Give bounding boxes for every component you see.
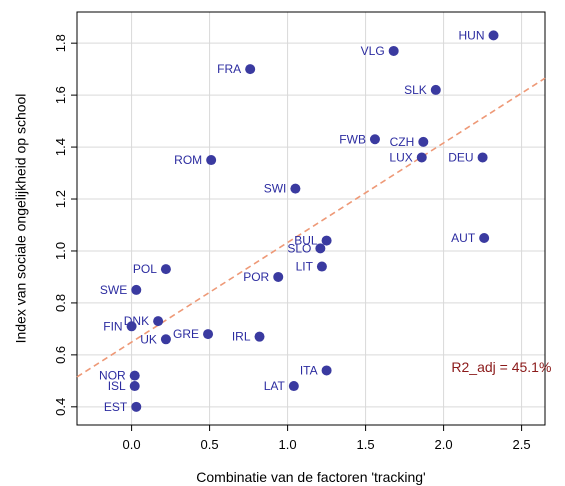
data-point-lat (288, 381, 299, 392)
point-label-rom: ROM (174, 153, 202, 167)
point-label-gre: GRE (173, 327, 199, 341)
point-label-est: EST (104, 400, 128, 414)
point-label-swi: SWI (264, 182, 287, 196)
y-tick-label: 0.8 (53, 294, 68, 312)
y-tick-label: 1.4 (53, 138, 68, 156)
y-tick-label: 1.6 (53, 86, 68, 104)
data-point-fra (245, 64, 256, 75)
point-label-lat: LAT (264, 379, 286, 393)
data-point-ita (321, 365, 332, 376)
point-label-czh: CZH (390, 135, 415, 149)
point-label-slo: SLO (287, 241, 311, 255)
x-tick-label: 1.5 (357, 437, 375, 452)
r2-annotation: R2_adj = 45.1% (451, 359, 551, 375)
data-point-swe (131, 284, 142, 295)
point-label-lit: LIT (296, 260, 314, 274)
point-label-hun: HUN (459, 28, 485, 42)
x-tick-label: 1.0 (279, 437, 297, 452)
data-point-est (131, 401, 142, 412)
point-label-slk: SLK (404, 83, 427, 97)
point-label-ita: ITA (300, 363, 318, 377)
grid (77, 12, 545, 425)
y-tick-label: 1.8 (53, 34, 68, 52)
point-label-nor: NOR (99, 369, 126, 383)
y-tick-label: 1.0 (53, 242, 68, 260)
point-label-lux: LUX (389, 150, 412, 164)
x-axis-label: Combinatie van de factoren 'tracking' (196, 469, 425, 485)
data-point-vlg (388, 45, 399, 56)
x-tick-label: 0.0 (123, 437, 141, 452)
point-label-por: POR (243, 270, 269, 284)
point-label-pol: POL (133, 262, 157, 276)
x-tick-label: 0.5 (201, 437, 219, 452)
data-point-gre (203, 329, 214, 340)
trend-line (76, 77, 546, 378)
data-point-por (273, 271, 284, 282)
data-point-deu (477, 152, 488, 163)
data-point-aut (479, 232, 490, 243)
data-point-irl (254, 331, 265, 342)
data-point-isl (129, 381, 140, 392)
y-axis-label: Index van sociale ongelijkheid op school (13, 94, 29, 344)
x-axis: 0.0 0.5 1.0 1.5 2.0 2.5 (123, 425, 531, 452)
x-tick-label: 2.0 (435, 437, 453, 452)
point-label-aut: AUT (451, 231, 476, 245)
point-label-fwb: FWB (339, 132, 366, 146)
data-point-lit (316, 261, 327, 272)
data-point-dnk (153, 316, 164, 327)
y-tick-label: 0.6 (53, 346, 68, 364)
data-point-swi (290, 183, 301, 194)
data-point-czh (418, 136, 429, 147)
y-tick-label: 0.4 (53, 398, 68, 416)
point-label-bul: BUL (294, 234, 318, 248)
data-point-bul (321, 235, 332, 246)
point-label-isl: ISL (108, 379, 126, 393)
point-label-swe: SWE (100, 283, 127, 297)
data-point-nor (129, 370, 140, 381)
point-label-vlg: VLG (361, 44, 385, 58)
y-tick-label: 1.2 (53, 190, 68, 208)
data-point-hun (488, 30, 499, 41)
x-tick-label: 2.5 (513, 437, 531, 452)
data-point-slk (430, 84, 441, 95)
point-label-uk: UK (140, 332, 157, 346)
point-label-deu: DEU (448, 150, 473, 164)
y-axis: 0.4 0.6 0.8 1.0 1.2 1.4 1.6 1.8 (53, 34, 77, 416)
point-label-fin: FIN (103, 319, 122, 333)
data-point-rom (206, 155, 217, 166)
plot-frame (76, 11, 546, 426)
data-point-fin (126, 321, 137, 332)
data-point-pol (160, 264, 171, 275)
point-label-fra: FRA (217, 62, 241, 76)
data-point-lux (416, 152, 427, 163)
data-point-uk (160, 334, 171, 345)
point-label-irl: IRL (232, 330, 251, 344)
data-point-fwb (369, 134, 380, 145)
data-point-slo (315, 243, 326, 254)
